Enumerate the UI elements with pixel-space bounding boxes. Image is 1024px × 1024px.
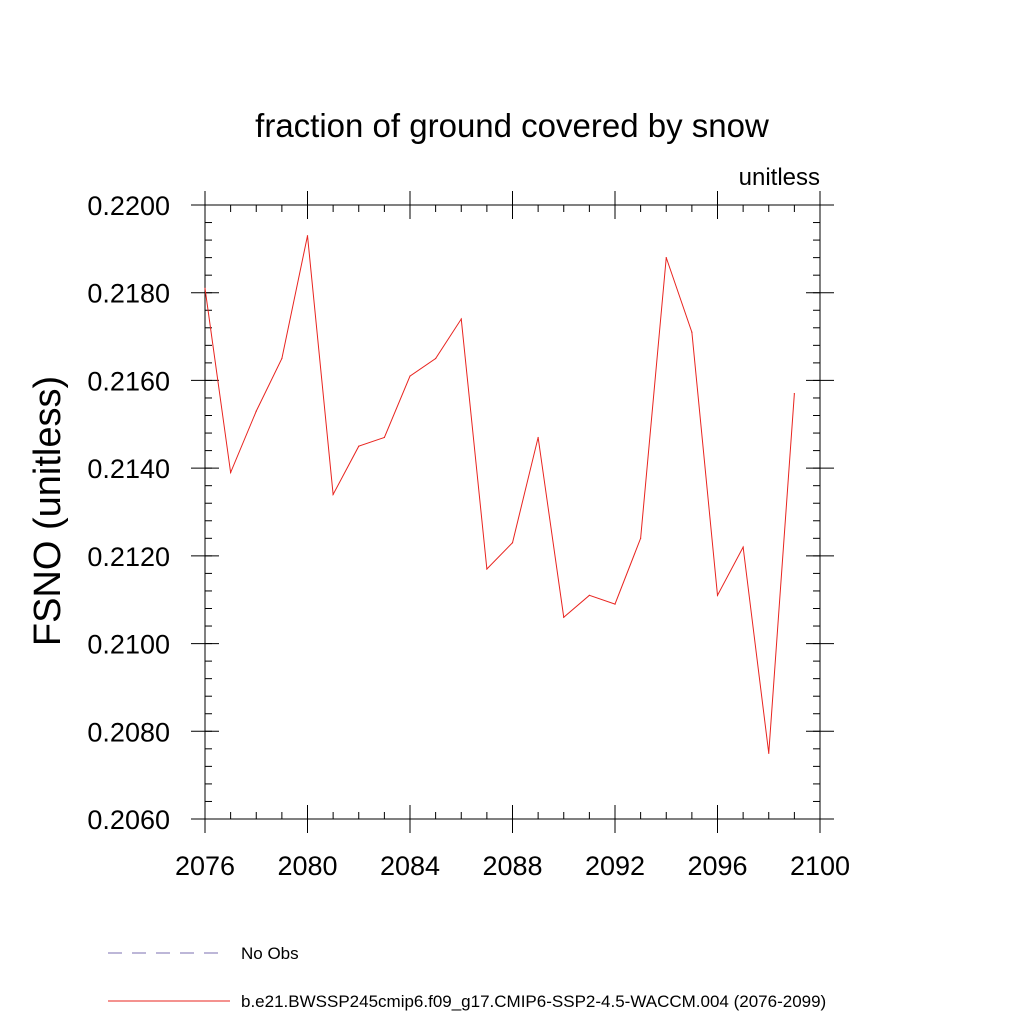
x-tick-label: 2100 — [790, 851, 850, 881]
y-tick-label: 0.2140 — [87, 454, 170, 484]
data-point — [281, 357, 283, 360]
data-point — [332, 493, 334, 496]
data-point — [640, 537, 642, 539]
y-tick-label: 0.2060 — [87, 805, 170, 835]
y-tick-label: 0.2160 — [87, 366, 170, 396]
data-point — [691, 331, 693, 333]
data-point — [588, 594, 590, 596]
x-tick-label: 2080 — [277, 851, 337, 881]
data-point — [614, 603, 616, 605]
data-point — [230, 471, 232, 474]
legend-label-model-run: b.e21.BWSSP245cmip6.f09_g17.CMIP6-SSP2-4… — [241, 992, 826, 1011]
data-point — [665, 257, 667, 259]
data-point — [511, 542, 514, 544]
series-line — [204, 235, 795, 754]
data-point — [409, 375, 411, 377]
legend-label-no-obs: No Obs — [241, 944, 299, 963]
data-series — [204, 235, 795, 754]
x-tick-label: 2088 — [482, 851, 542, 881]
data-point — [537, 436, 539, 439]
axis-tick-labels: 2076 2080 2084 2088 2092 2096 2100 0.2060 0.2080… — [87, 191, 850, 881]
x-tick-label: 2092 — [585, 851, 645, 881]
y-tick-label: 0.2080 — [87, 717, 170, 747]
data-point — [486, 568, 488, 570]
data-point — [563, 616, 565, 618]
y-tick-label: 0.2100 — [87, 630, 170, 660]
data-point — [306, 235, 309, 237]
plot-frame — [204, 204, 821, 820]
data-point — [460, 318, 462, 320]
units-label: unitless — [739, 164, 820, 191]
y-tick-label: 0.2200 — [87, 191, 170, 221]
data-point — [742, 546, 744, 548]
y-tick-label: 0.2120 — [87, 542, 170, 572]
y-tick-label: 0.2180 — [87, 279, 170, 309]
data-point — [768, 752, 770, 754]
legend: No Obs b.e21.BWSSP245cmip6.f09_g17.CMIP6… — [108, 944, 826, 1011]
x-tick-label: 2076 — [175, 851, 235, 881]
x-tick-label: 2084 — [380, 851, 440, 881]
chart-title: fraction of ground covered by snow — [255, 107, 769, 144]
data-point — [793, 392, 795, 395]
data-point — [255, 410, 257, 412]
data-point — [204, 287, 206, 289]
axis-ticks — [191, 191, 834, 833]
y-axis-label: FSNO (unitless) — [27, 376, 69, 646]
data-point — [716, 594, 719, 596]
x-tick-label: 2096 — [687, 851, 747, 881]
data-point — [383, 436, 385, 439]
data-point — [358, 445, 360, 447]
data-point — [435, 357, 437, 360]
